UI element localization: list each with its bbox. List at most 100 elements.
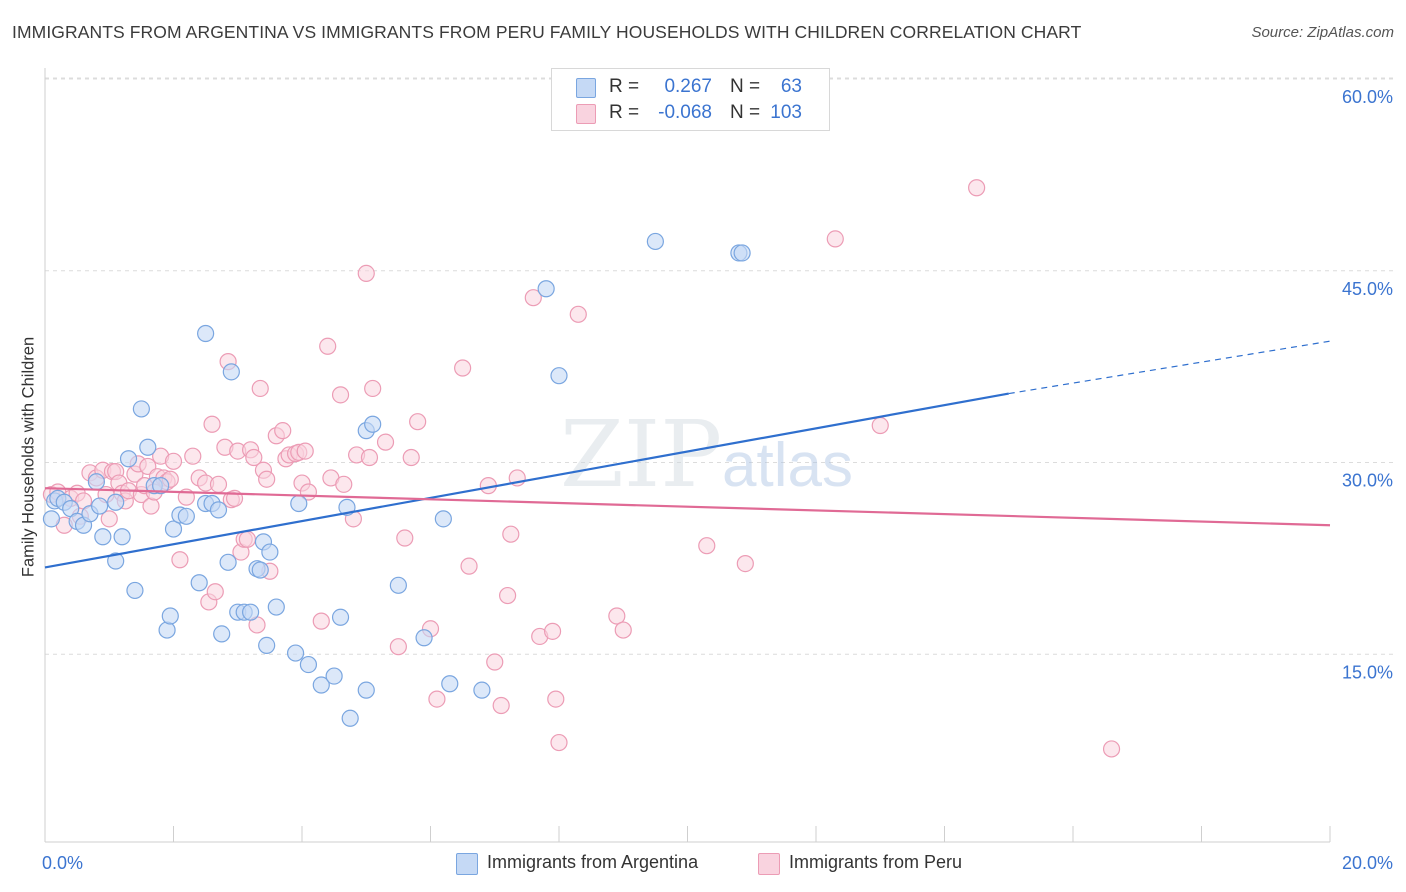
y-tick-label: 15.0% bbox=[1342, 662, 1393, 682]
peru-point bbox=[206, 583, 224, 601]
peru-point bbox=[171, 551, 189, 569]
argentina-point bbox=[190, 574, 208, 592]
peru-point bbox=[409, 413, 427, 431]
peru-point bbox=[376, 433, 395, 451]
argentina-point bbox=[164, 520, 183, 538]
peru-point bbox=[238, 530, 256, 548]
peru-point bbox=[396, 529, 414, 547]
legend-label-argentina: Immigrants from Argentina bbox=[487, 852, 699, 872]
peru-point bbox=[608, 607, 626, 625]
grid-layer bbox=[45, 77, 1395, 655]
watermark-zip: ZIP bbox=[560, 401, 722, 508]
peru-point bbox=[569, 305, 587, 323]
peru-point bbox=[245, 448, 263, 467]
legend-n-label: N = bbox=[730, 76, 761, 97]
y-tick-label: 30.0% bbox=[1342, 471, 1393, 491]
argentina-point bbox=[290, 494, 308, 513]
peru-point bbox=[142, 497, 160, 515]
argentina-point bbox=[646, 232, 664, 251]
argentina-point bbox=[441, 675, 459, 693]
watermark-atlas: atlas bbox=[722, 431, 853, 500]
peru-point bbox=[736, 554, 754, 573]
argentina-point bbox=[91, 497, 109, 515]
argentina-point bbox=[139, 438, 157, 456]
peru-point bbox=[614, 621, 632, 639]
argentina-point bbox=[434, 510, 452, 528]
peru-point bbox=[547, 690, 565, 708]
argentina-point bbox=[197, 324, 215, 343]
legend-n-label: N = bbox=[730, 102, 761, 123]
peru-point bbox=[486, 653, 504, 671]
peru-point bbox=[502, 525, 520, 543]
argentina-point bbox=[331, 608, 350, 626]
argentina-point bbox=[341, 709, 359, 727]
argentina-point bbox=[364, 415, 382, 433]
argentina-point bbox=[119, 450, 138, 468]
argentina-point bbox=[177, 507, 195, 525]
argentina-point bbox=[113, 528, 131, 546]
trend-layer bbox=[44, 340, 1331, 569]
argentina-point bbox=[325, 667, 343, 685]
argentina-point bbox=[42, 510, 61, 528]
x-tick-label: 20.0% bbox=[1342, 853, 1393, 873]
legend-n-value: 103 bbox=[770, 102, 802, 123]
argentina-trend-extension bbox=[1008, 340, 1331, 395]
argentina-point bbox=[219, 553, 237, 571]
argentina-point bbox=[550, 367, 568, 385]
argentina-point bbox=[415, 629, 433, 647]
peru-point bbox=[402, 448, 420, 467]
argentina-point bbox=[242, 603, 260, 621]
peru-point bbox=[492, 696, 510, 715]
peru-point bbox=[312, 612, 330, 630]
x-tick-label: 0.0% bbox=[42, 853, 83, 873]
peru-point bbox=[360, 448, 379, 467]
argentina-point bbox=[258, 636, 276, 655]
legend-r-value: 0.267 bbox=[664, 76, 712, 97]
peru-point bbox=[364, 379, 382, 398]
peru-point bbox=[357, 264, 375, 283]
argentina-point bbox=[473, 681, 491, 699]
peru-point bbox=[1102, 740, 1121, 758]
peru-point bbox=[251, 379, 269, 398]
argentina-point bbox=[312, 676, 330, 694]
argentina-point bbox=[132, 400, 150, 418]
peru-point bbox=[203, 415, 221, 433]
peru-point bbox=[543, 622, 562, 640]
peru-point bbox=[698, 537, 716, 555]
axis-layer bbox=[44, 68, 1331, 843]
peru-point bbox=[499, 586, 517, 605]
argentina-point bbox=[126, 581, 144, 600]
peru-point bbox=[296, 442, 314, 460]
peru-point bbox=[524, 289, 542, 307]
chart-title: IMMIGRANTS FROM ARGENTINA VS IMMIGRANTS … bbox=[12, 22, 1082, 42]
peru-point bbox=[274, 422, 292, 440]
argentina-point bbox=[107, 552, 125, 570]
argentina-point bbox=[537, 280, 555, 298]
peru-point bbox=[968, 179, 986, 197]
peru-point bbox=[319, 337, 337, 355]
legend-n-value: 63 bbox=[780, 76, 802, 97]
tick-label-layer: 15.0% 30.0% 45.0% 60.0% 0.0% 20.0% bbox=[42, 87, 1393, 873]
argentina-point bbox=[158, 621, 176, 639]
argentina-point bbox=[357, 681, 375, 699]
argentina-trend-line bbox=[44, 392, 1009, 569]
y-tick-label: 60.0% bbox=[1342, 87, 1393, 107]
peru-point bbox=[389, 638, 407, 656]
argentina-point bbox=[94, 528, 112, 546]
source-label: Source: ZipAtlas.com bbox=[1251, 24, 1394, 41]
correlation-legend: R = 0.267 N = 63 R = -0.068 N = 103 bbox=[551, 68, 830, 131]
argentina-point bbox=[209, 501, 228, 519]
argentina-points bbox=[42, 232, 751, 727]
peru-point bbox=[100, 510, 118, 528]
y-tick-label: 45.0% bbox=[1342, 279, 1393, 299]
argentina-point bbox=[161, 607, 179, 625]
peru-point bbox=[209, 475, 228, 493]
peru-point bbox=[258, 470, 276, 488]
argentina-point bbox=[299, 655, 318, 674]
legend-swatch-argentina bbox=[576, 78, 596, 98]
argentina-point bbox=[389, 576, 407, 594]
legend-row-peru: R = -0.068 N = 103 bbox=[552, 100, 829, 126]
legend-swatch-peru bbox=[576, 104, 596, 124]
peru-point bbox=[164, 452, 183, 470]
